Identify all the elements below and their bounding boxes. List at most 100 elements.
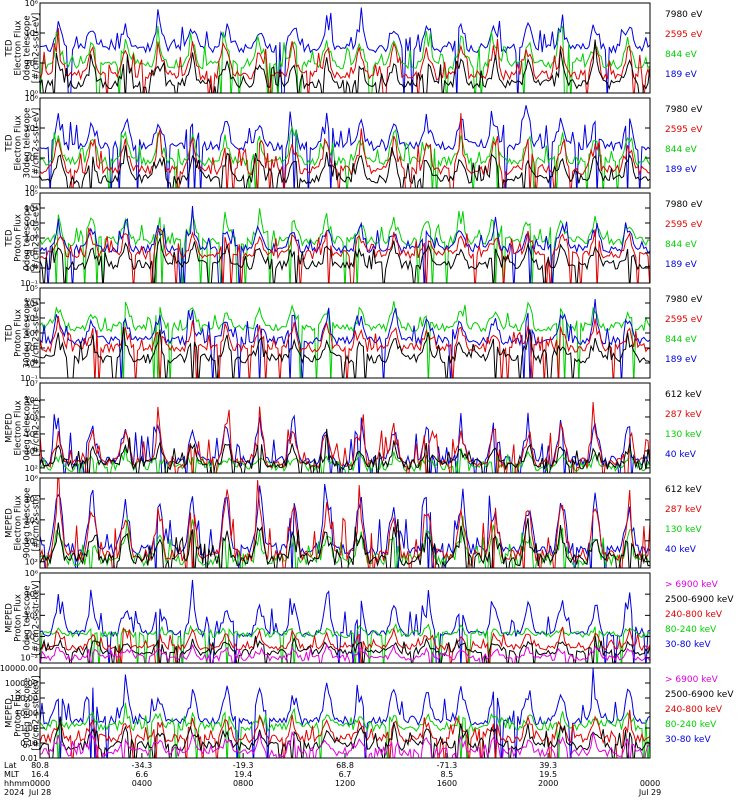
- y-tick-label: 10⁰: [25, 359, 38, 368]
- legend-entry: 2500-6900 keV: [665, 690, 734, 700]
- y-axis-label-line: MEPED: [5, 413, 15, 443]
- x-tick-label-lat: 39.3: [539, 761, 557, 770]
- panel-3: 10⁻¹ 10⁰ 10¹ 10² 10³ 10⁴ 10⁵ TEDProton Flux0deg…: [5, 189, 704, 288]
- y-axis-label-line: 30deg telescope: [23, 298, 33, 369]
- y-tick-label: 10³: [25, 219, 38, 228]
- legend-entry: 240-800 keV: [665, 610, 723, 620]
- y-axis-label-line: TED: [5, 39, 15, 58]
- y-tick-label: 10³: [25, 314, 38, 323]
- series-line-4: [40, 635, 650, 663]
- y-axis-label-line: [#/cm2-s-str]: [32, 495, 42, 552]
- y-axis-label: TEDProton Flux0deg telescope[#/cm2-s-str…: [5, 203, 42, 273]
- y-tick-label: 10⁵: [25, 189, 38, 198]
- x-tick-label-mlt: 19.5: [539, 770, 557, 779]
- series-line-3: [40, 401, 650, 473]
- y-tick-label: 10²: [25, 558, 38, 567]
- series-line-1: [40, 301, 650, 378]
- legend-entry: 2595 eV: [665, 315, 703, 325]
- x-tick-label-lat: 80.8: [31, 761, 49, 770]
- y-tick-label: 10⁶: [25, 94, 38, 103]
- panel-frame: [39, 97, 651, 189]
- legend-entry: 844 eV: [665, 145, 698, 155]
- x-tick-label-date: Jul 28: [28, 788, 51, 797]
- y-axis-label-line: 0deg telescope: [23, 395, 33, 460]
- legend-entry: 7980 eV: [665, 200, 703, 210]
- y-axis-label-line: [#/cm2-s-str]: [32, 400, 42, 457]
- y-tick-label: 10⁴: [25, 124, 38, 133]
- series-line-5: [40, 643, 650, 663]
- y-axis-label-line: TED: [5, 134, 15, 153]
- legend-entry: 80-240 keV: [665, 625, 717, 635]
- panel-frame: [39, 2, 651, 94]
- series-line-2: [40, 622, 650, 663]
- y-axis-label-line: MEPED: [5, 603, 15, 633]
- y-tick-label: 10⁴: [25, 29, 38, 38]
- y-axis-label-line: MEPED: [5, 508, 15, 538]
- y-axis-label-line: Proton Flux: [14, 309, 24, 357]
- series-line-4: [40, 518, 650, 568]
- legend-entry: 844 eV: [665, 240, 698, 250]
- y-tick-label: 10⁶: [25, 569, 38, 578]
- series-line-2: [40, 702, 650, 758]
- y-tick-label: 10¹: [25, 249, 38, 258]
- panel-6: 10² 10³ 10⁴ 10⁵ 10⁶ MEPEDElectron Flux90deg t…: [5, 474, 702, 569]
- panel-5: 10² 10³ 10⁴ 10⁵ 10⁶ 10⁷ MEPEDElectron Flux0deg…: [5, 379, 702, 474]
- y-tick-label: 10⁰: [25, 633, 38, 642]
- legend-entry: 30-80 keV: [665, 735, 711, 745]
- series-line-2: [40, 205, 650, 283]
- panel-traces: [40, 401, 650, 473]
- y-tick-label: 10⁰: [25, 89, 38, 98]
- y-tick-label: 10³: [25, 537, 38, 546]
- y-tick-label: 10⁵: [25, 284, 38, 293]
- y-tick-label: 10²: [25, 329, 38, 338]
- legend-entry: > 6900 keV: [665, 675, 719, 685]
- legend-entry: 130 keV: [665, 430, 702, 440]
- y-tick-label: 10⁰: [25, 184, 38, 193]
- panel-frame: [39, 477, 651, 569]
- y-tick-label: 10⁵: [25, 495, 38, 504]
- x-tick-label-mlt: 6.6: [136, 770, 149, 779]
- x-tick-label-hhmm: 1200: [335, 779, 355, 788]
- y-tick-label: 10⁴: [25, 430, 38, 439]
- y-axis-label-line: [#/cm2-s-str-eV]: [32, 13, 42, 83]
- y-axis-label-line: Proton Flux: [14, 689, 24, 737]
- y-axis-label: MEPEDElectron Flux0deg telescope[#/cm2-s…: [5, 395, 42, 460]
- x-tick-label-mlt: 6.7: [339, 770, 352, 779]
- series-line-3: [40, 478, 650, 568]
- legend-entry: 189 eV: [665, 70, 698, 80]
- panel-traces: [40, 105, 650, 188]
- y-axis-label: MEPEDProton Flux0deg telescope[#/cm2-s-s…: [5, 581, 42, 656]
- series-line-2: [40, 515, 650, 568]
- x-tick-label-lat: -34.3: [132, 761, 153, 770]
- series-line-3: [40, 113, 650, 188]
- y-axis-label-line: Proton Flux: [14, 594, 24, 642]
- y-axis-label-line: TED: [5, 229, 15, 248]
- y-axis-label-line: Electron Flux: [14, 115, 24, 170]
- y-axis-label: MEPEDElectron Flux90deg telescope[#/cm2-…: [5, 488, 42, 559]
- y-axis-label-line: Proton Flux: [14, 214, 24, 262]
- series-line-5: [40, 730, 650, 758]
- y-axis-label-line: 90deg telescope: [23, 678, 33, 749]
- y-tick-label: 1000.00: [5, 679, 38, 688]
- panel-traces: [40, 579, 650, 663]
- series-line-1: [40, 208, 650, 283]
- x-tick-label-lat: -71.3: [437, 761, 458, 770]
- legend-entry: 240-800 keV: [665, 705, 723, 715]
- y-tick-label: 10⁴: [25, 516, 38, 525]
- x-tick-label-hhmm: 0000: [30, 779, 50, 788]
- y-axis-label: TEDProton Flux30deg telescope[#/cm2-s-st…: [5, 298, 42, 369]
- x-row-label: Lat: [4, 761, 17, 770]
- legend-entry: 287 keV: [665, 505, 702, 515]
- x-row-label: MLT: [4, 770, 19, 779]
- x-tick-label-hhmm: 1600: [437, 779, 457, 788]
- panel-4: 10⁻¹ 10⁰ 10¹ 10² 10³ 10⁴ 10⁵ TEDProton Flux30de…: [5, 284, 704, 383]
- legend-entry: 189 eV: [665, 165, 698, 175]
- y-tick-label: 10000.00: [0, 664, 38, 673]
- y-tick-label: 1.00: [20, 724, 38, 733]
- x-tick-label-mlt: 16.4: [31, 770, 49, 779]
- legend-entry: 30-80 keV: [665, 640, 711, 650]
- y-axis-label-line: Electron Flux: [14, 495, 24, 550]
- panel-frame: [39, 572, 651, 664]
